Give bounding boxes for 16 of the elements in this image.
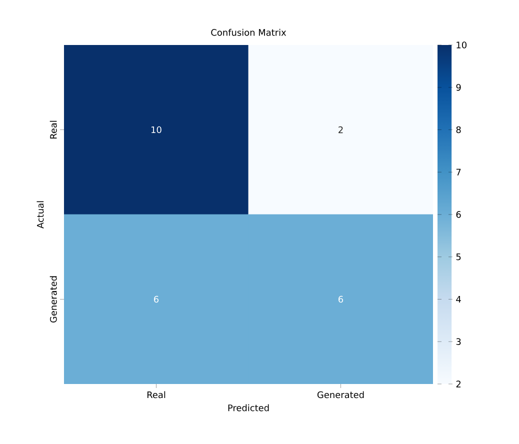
data-label: 6 [154, 296, 159, 303]
color-bar-label: 6 [456, 211, 461, 218]
data-label: 2 [338, 126, 343, 134]
color-bar-label: 5 [456, 254, 461, 260]
y-axis-title: Actual [36, 201, 44, 228]
color-bar-label: 2 [456, 380, 461, 388]
color-bar-label: 9 [456, 84, 461, 91]
color-bar-label: 8 [456, 126, 461, 134]
data-label: 6 [338, 296, 344, 303]
data-label: 10 [152, 126, 162, 134]
color-bar-label: 10 [456, 42, 467, 48]
color-bar-label: 3 [456, 338, 461, 346]
chart-title: Confusion Matrix [211, 28, 286, 36]
color-bar-label: 4 [456, 296, 461, 303]
x-axis-title: Predicted [228, 404, 269, 412]
color-bar-label: 7 [456, 168, 461, 176]
